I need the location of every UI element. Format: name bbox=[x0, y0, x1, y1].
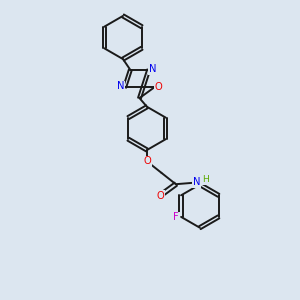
Text: N: N bbox=[193, 177, 201, 187]
Text: O: O bbox=[156, 190, 164, 201]
Text: N: N bbox=[117, 81, 124, 92]
Text: F: F bbox=[173, 212, 179, 223]
Text: O: O bbox=[155, 82, 163, 92]
Text: H: H bbox=[202, 176, 208, 184]
Text: N: N bbox=[149, 64, 157, 74]
Text: O: O bbox=[143, 156, 151, 167]
